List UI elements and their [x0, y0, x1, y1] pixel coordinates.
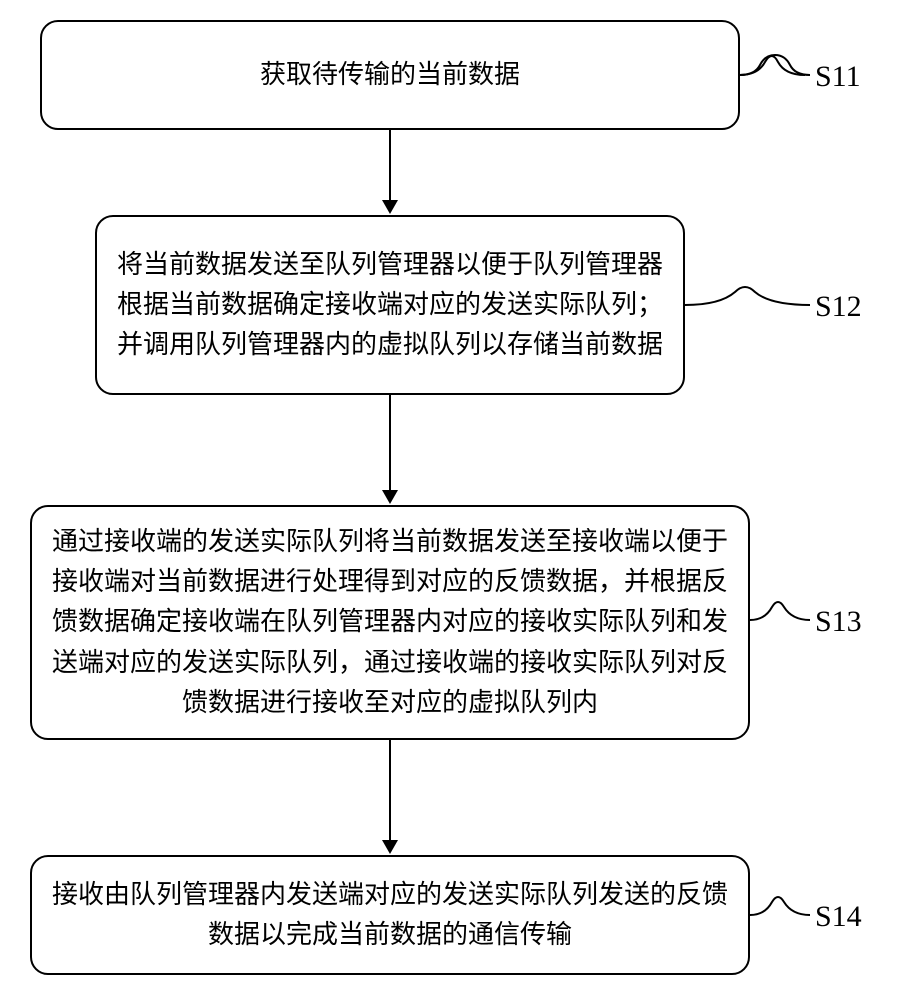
step-label-s13: S13 [815, 605, 862, 639]
arrow-s13-s14 [389, 740, 391, 842]
step-text: 接收由队列管理器内发送端对应的发送实际队列发送的反馈数据以完成当前数据的通信传输 [52, 875, 728, 956]
flow-step-s13: 通过接收端的发送实际队列将当前数据发送至接收端以便于接收端对当前数据进行处理得到… [30, 505, 750, 740]
step-text: 获取待传输的当前数据 [260, 55, 520, 95]
brace-s11 [740, 50, 815, 100]
step-label-s11: S11 [815, 60, 861, 94]
brace-s13 [750, 595, 815, 645]
arrow-head-icon [382, 840, 398, 854]
step-text: 通过接收端的发送实际队列将当前数据发送至接收端以便于接收端对当前数据进行处理得到… [52, 522, 728, 723]
step-label-s12: S12 [815, 290, 862, 324]
arrow-head-icon [382, 490, 398, 504]
flow-step-s12: 将当前数据发送至队列管理器以便于队列管理器根据当前数据确定接收端对应的发送实际队… [95, 215, 685, 395]
brace-s14 [750, 890, 815, 940]
flow-step-s14: 接收由队列管理器内发送端对应的发送实际队列发送的反馈数据以完成当前数据的通信传输 [30, 855, 750, 975]
step-label-s14: S14 [815, 900, 862, 934]
arrow-s12-s13 [389, 395, 391, 492]
step-text: 将当前数据发送至队列管理器以便于队列管理器根据当前数据确定接收端对应的发送实际队… [117, 245, 663, 366]
arrow-s11-s12 [389, 130, 391, 202]
arrow-head-icon [382, 200, 398, 214]
brace-s12 [685, 280, 815, 330]
flowchart-container: 获取待传输的当前数据 S11 将当前数据发送至队列管理器以便于队列管理器根据当前… [0, 0, 914, 1000]
flow-step-s11: 获取待传输的当前数据 [40, 20, 740, 130]
